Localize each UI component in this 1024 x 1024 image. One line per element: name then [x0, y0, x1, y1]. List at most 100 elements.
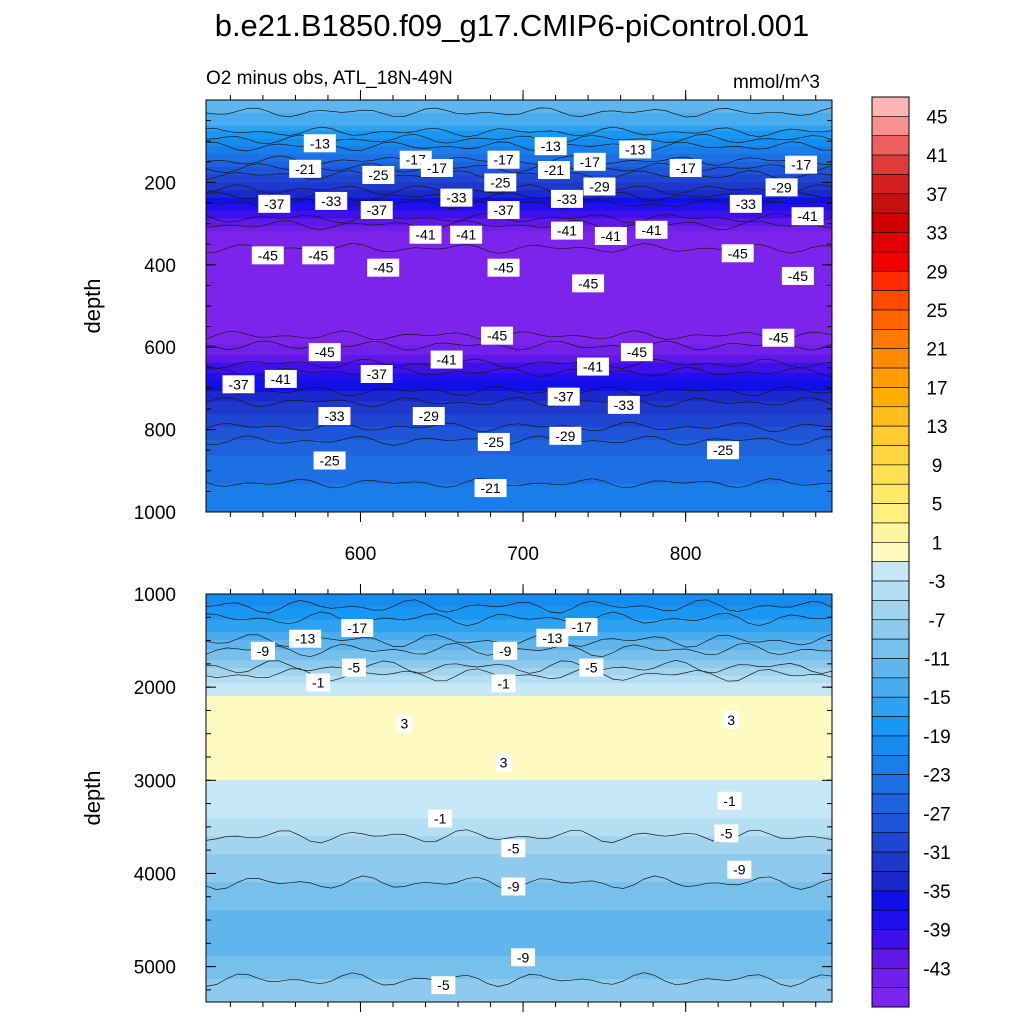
- ytick-label: 3000: [134, 771, 176, 792]
- colorbar-swatch: [871, 948, 910, 969]
- colorbar-label: 17: [926, 378, 947, 399]
- contour-label-box: [781, 266, 814, 285]
- contour-label-text: -5: [437, 977, 450, 993]
- chart-title: b.e21.B1850.f09_g17.CMIP6-piControl.001: [215, 8, 810, 43]
- fill-band: [206, 321, 832, 325]
- contour-label-text: -9: [733, 862, 746, 878]
- contour-label-text: -41: [557, 223, 577, 239]
- fill-band: [206, 637, 832, 641]
- fill-band: [206, 390, 832, 395]
- fill-band: [206, 509, 832, 512]
- fill-band: [206, 973, 832, 978]
- contour-label: -13: [619, 140, 652, 159]
- contour-label-text: -1: [497, 675, 510, 691]
- contour-label: -29: [549, 426, 582, 445]
- fill-band: [206, 744, 832, 748]
- contour-label: -45: [308, 343, 341, 362]
- fill-band: [206, 601, 832, 605]
- fill-band: [206, 411, 832, 415]
- colorbar-swatch: [871, 522, 910, 543]
- fill-band: [206, 667, 832, 672]
- fill-band: [206, 445, 832, 449]
- contour-label: -33: [315, 191, 348, 210]
- contour-label-text: -29: [555, 428, 575, 444]
- upper-panel: -13-17-17-17-13-17-13-17 -17-21 -25 -21-25-…: [80, 90, 833, 565]
- fill-band: [206, 981, 832, 985]
- colorbar-swatch: [871, 735, 910, 756]
- fill-band: [206, 907, 832, 911]
- ytick-label: 5000: [134, 958, 176, 979]
- fill-band: [206, 693, 832, 697]
- contour-label-text: -13: [542, 630, 562, 646]
- contour-label: -25: [313, 451, 346, 470]
- colorbar-label: 5: [932, 495, 943, 516]
- fill-band: [206, 739, 832, 743]
- contour-label-text: -25: [490, 174, 510, 190]
- fill-band: [206, 463, 832, 467]
- fill-band: [206, 473, 832, 477]
- colorbar-swatch: [871, 154, 910, 175]
- fill-band: [206, 803, 832, 807]
- fill-band: [206, 718, 832, 723]
- fill-band: [206, 120, 832, 124]
- contour-label: -9: [501, 877, 526, 896]
- contour-label-box: [723, 710, 740, 729]
- contour-label-box: [576, 357, 609, 376]
- contour-label-text: -37: [367, 366, 387, 382]
- colorbar-swatch: [871, 270, 910, 291]
- contour-line: [206, 184, 832, 195]
- fill-band: [206, 604, 832, 608]
- fill-band: [206, 994, 832, 998]
- contour-label-box: [308, 343, 341, 362]
- fill-band: [206, 434, 832, 438]
- fill-band: [206, 999, 832, 1002]
- colorbar-label: 37: [926, 185, 947, 206]
- contour-label-text: -17: [791, 157, 811, 173]
- fill-band: [206, 767, 832, 771]
- contour-label: -9: [727, 860, 752, 879]
- contour-label: -33: [318, 407, 351, 426]
- contour-label-box: [573, 152, 606, 171]
- colorbar: 45 41 37 33 29 25 21 17 13 9 5 1 -3 -7 -11 -15 -19 -23 -27…: [871, 96, 951, 1008]
- fill-band: [206, 375, 832, 379]
- fill-band: [206, 427, 832, 431]
- fill-band: [206, 347, 832, 351]
- contour-label-text: -17: [347, 620, 367, 636]
- colorbar-label: -11: [924, 649, 950, 670]
- colorbar-swatch: [871, 658, 910, 679]
- fill-band: [206, 652, 832, 656]
- fill-band: [206, 634, 832, 638]
- fill-band: [206, 218, 832, 222]
- fill-band: [206, 501, 832, 505]
- fill-band: [206, 920, 832, 924]
- contour-label: -1: [491, 674, 516, 693]
- colorbar-swatch: [871, 387, 910, 408]
- contour-label: -21: [474, 479, 507, 498]
- contour-label-box: [362, 165, 395, 184]
- contour-label-text: -41: [456, 227, 476, 243]
- fill-band: [206, 352, 832, 356]
- contour-label-text: 3: [500, 755, 508, 771]
- fill-band: [206, 650, 832, 654]
- fill-band: [206, 662, 832, 666]
- fill-band: [206, 933, 832, 937]
- fill-band: [206, 380, 832, 384]
- contour-label-text: -33: [321, 193, 341, 209]
- contour-label-text: -17: [427, 160, 447, 176]
- fill-band: [206, 938, 832, 942]
- contour-label-box: [727, 860, 752, 879]
- fill-band: [206, 228, 832, 232]
- contour-label: -45: [721, 244, 754, 263]
- contour-label-box: [341, 658, 366, 677]
- fill-band: [206, 226, 832, 230]
- fill-band: [206, 385, 832, 389]
- fill-band: [206, 675, 832, 679]
- fill-band: [206, 277, 832, 281]
- contour-label-text: -33: [446, 190, 466, 206]
- fill-band: [206, 488, 832, 492]
- fill-band: [206, 197, 832, 202]
- fill-band: [206, 769, 832, 774]
- contour-label-text: -45: [315, 344, 335, 360]
- fill-band: [206, 688, 832, 692]
- fill-band: [206, 221, 832, 225]
